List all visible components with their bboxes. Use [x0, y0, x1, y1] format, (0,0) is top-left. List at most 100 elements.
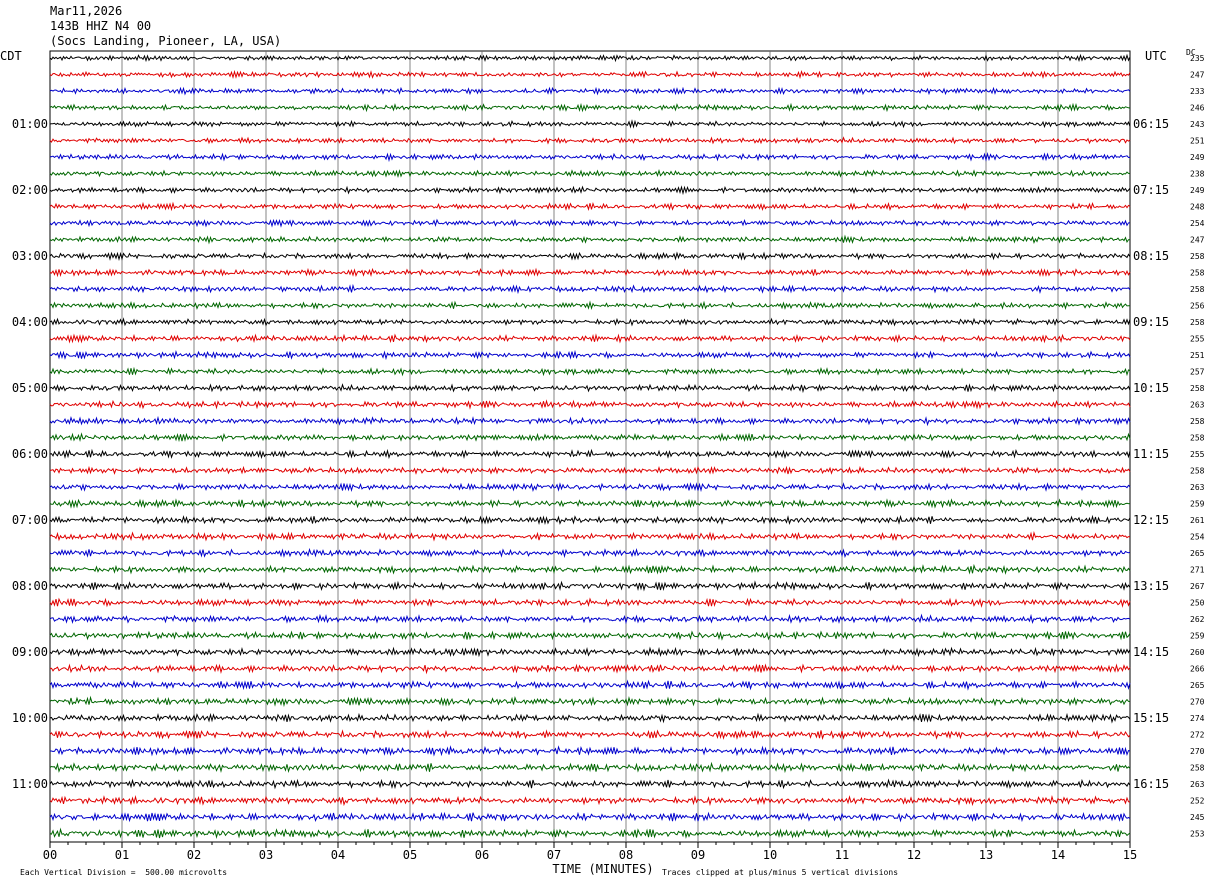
left-hour-label-0200: 02:00 [12, 183, 48, 197]
dc-offset-label-27: 263 [1190, 483, 1205, 492]
dc-offset-label-30: 254 [1190, 533, 1205, 542]
dc-offset-label-4: 246 [1190, 104, 1205, 113]
x-tick-label-14: 14 [1051, 848, 1065, 862]
dc-offset-label-42: 272 [1190, 731, 1205, 740]
x-tick-label-13: 13 [979, 848, 993, 862]
right-hour-label-0715: 07:15 [1133, 183, 1169, 197]
dc-offset-label-16: 256 [1190, 302, 1205, 311]
x-tick-label-03: 03 [259, 848, 273, 862]
dc-offset-label-12: 247 [1190, 236, 1205, 245]
right-hour-label-0815: 08:15 [1133, 249, 1169, 263]
right-hour-label-1315: 13:15 [1133, 579, 1169, 593]
seismic-trace-9 [49, 185, 1131, 196]
left-hour-label-0400: 04:00 [12, 315, 48, 329]
left-hour-label-0800: 08:00 [12, 579, 48, 593]
left-hour-label-0100: 01:00 [12, 117, 48, 131]
seismic-trace-47 [49, 811, 1131, 823]
left-hour-label-1100: 11:00 [12, 777, 48, 791]
x-tick-label-08: 08 [619, 848, 633, 862]
left-hour-label-0700: 07:00 [12, 513, 48, 527]
right-hour-label-1215: 12:15 [1133, 513, 1169, 527]
dc-offset-label-40: 270 [1190, 698, 1205, 707]
dc-offset-label-48: 253 [1190, 830, 1205, 839]
seismic-trace-39 [49, 679, 1131, 691]
dc-offset-label-6: 251 [1190, 137, 1205, 146]
dc-offset-label-32: 271 [1190, 566, 1205, 575]
dc-offset-label-3: 233 [1190, 87, 1205, 96]
right-hour-label-1115: 11:15 [1133, 447, 1169, 461]
scale-note: Each Vertical Division = 500.00 microvol… [20, 868, 228, 877]
right-hour-label-0615: 06:15 [1133, 117, 1169, 131]
dc-offset-label-29: 261 [1190, 516, 1205, 525]
seismic-trace-3 [49, 86, 1131, 96]
seismic-trace-1 [49, 53, 1131, 63]
right-hour-label-1615: 16:15 [1133, 777, 1169, 791]
x-tick-label-09: 09 [691, 848, 705, 862]
dc-offset-label-9: 249 [1190, 186, 1205, 195]
dc-offset-label-46: 252 [1190, 797, 1205, 806]
dc-offset-label-17: 258 [1190, 318, 1205, 327]
date-label: Mar11,2026 [50, 4, 123, 18]
seismic-trace-30 [49, 531, 1131, 542]
x-tick-label-15: 15 [1123, 848, 1137, 862]
seismic-trace-5 [49, 119, 1131, 129]
dc-offset-label-13: 258 [1190, 252, 1205, 261]
seismic-trace-11 [49, 218, 1131, 228]
seismic-trace-19 [49, 349, 1131, 361]
seismic-trace-22 [49, 399, 1131, 410]
right-timezone-label: UTC [1145, 49, 1167, 63]
seismic-trace-41 [49, 712, 1131, 724]
dc-offset-label-15: 258 [1190, 285, 1205, 294]
dc-offset-label-8: 238 [1190, 170, 1205, 179]
seismic-trace-25 [49, 448, 1131, 460]
left-hour-label-0500: 05:00 [12, 381, 48, 395]
seismic-trace-8 [49, 169, 1131, 178]
seismic-trace-26 [49, 465, 1131, 475]
seismic-trace-27 [49, 482, 1131, 493]
dc-offset-label-22: 263 [1190, 401, 1205, 410]
dc-offset-label-25: 255 [1190, 450, 1205, 459]
x-axis-title: TIME (MINUTES) [552, 862, 653, 876]
seismic-trace-6 [49, 136, 1131, 145]
left-hour-label-0300: 03:00 [12, 249, 48, 263]
seismic-trace-7 [49, 151, 1131, 163]
seismic-trace-35 [49, 613, 1131, 625]
right-hour-label-0915: 09:15 [1133, 315, 1169, 329]
seismic-trace-33 [49, 580, 1131, 592]
seismic-trace-12 [49, 234, 1131, 245]
dc-offset-label-11: 254 [1190, 219, 1205, 228]
dc-offset-label-44: 258 [1190, 764, 1205, 773]
seismic-trace-17 [49, 317, 1131, 327]
x-tick-label-05: 05 [403, 848, 417, 862]
seismic-trace-13 [49, 251, 1131, 261]
right-hour-label-1415: 14:15 [1133, 645, 1169, 659]
dc-offset-label-1: 235 [1190, 54, 1205, 63]
x-tick-label-07: 07 [547, 848, 561, 862]
seismic-trace-28 [49, 498, 1131, 509]
seismic-trace-20 [49, 366, 1131, 377]
dc-offset-label-21: 258 [1190, 384, 1205, 393]
x-tick-label-12: 12 [907, 848, 921, 862]
seismic-trace-43 [50, 745, 1131, 757]
dc-offset-label-45: 263 [1190, 780, 1205, 789]
dc-offset-label-7: 249 [1190, 153, 1205, 162]
seismic-trace-21 [49, 383, 1131, 394]
seismic-trace-38 [49, 663, 1131, 675]
left-hour-label-0600: 06:00 [12, 447, 48, 461]
seismic-trace-29 [49, 514, 1131, 526]
dc-offset-label-10: 248 [1190, 203, 1205, 212]
right-hour-label-1515: 15:15 [1133, 711, 1169, 725]
x-tick-label-02: 02 [187, 848, 201, 862]
dc-offset-label-23: 258 [1190, 417, 1205, 426]
seismic-trace-32 [49, 563, 1131, 575]
dc-offset-label-36: 259 [1190, 632, 1205, 641]
seismic-trace-46 [49, 795, 1131, 807]
seismic-trace-4 [49, 102, 1131, 113]
left-timezone-label: CDT [0, 49, 22, 63]
seismic-trace-45 [49, 778, 1131, 790]
x-tick-label-00: 00 [43, 848, 57, 862]
seismic-trace-44 [49, 761, 1131, 774]
x-tick-label-04: 04 [331, 848, 345, 862]
seismic-trace-23 [49, 415, 1131, 427]
x-tick-label-06: 06 [475, 848, 489, 862]
